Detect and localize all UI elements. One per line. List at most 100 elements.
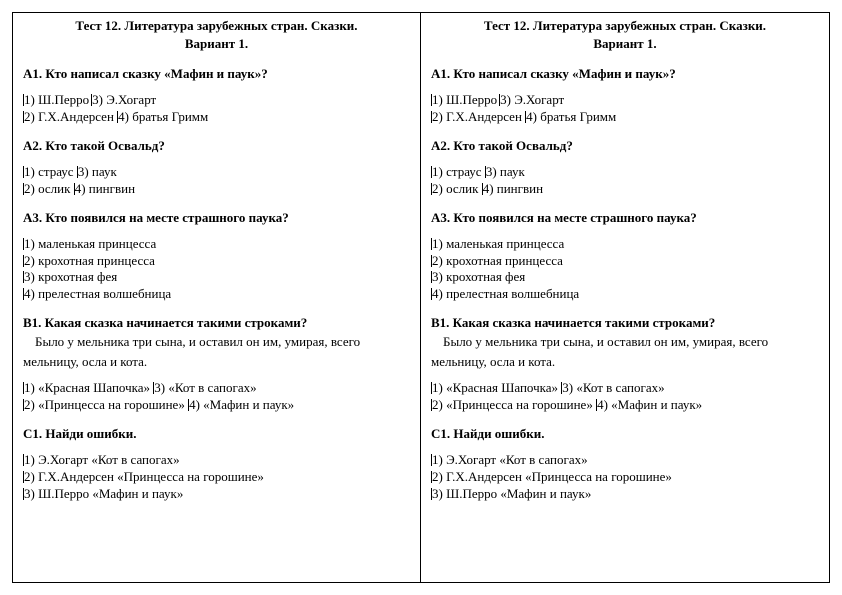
answer: 2) Г.Х.Андерсен «Принцесса на горошине» [24, 469, 264, 484]
answer-row: 3) Ш.Перро «Мафин и паук» [23, 486, 410, 503]
title-line-1: Тест 12. Литература зарубежных стран. Ск… [431, 17, 819, 35]
question-b1-sub2: мельницу, осла и кота. [431, 353, 819, 371]
answer: 4) прелестная волшебница [24, 286, 171, 301]
question-c1-text: С1. Найди ошибки. [431, 426, 819, 442]
title-line-2: Вариант 1. [431, 35, 819, 53]
answer-row: 4) прелестная волшебница [23, 286, 410, 303]
answer-row: 2) крохотная принцесса [23, 253, 410, 270]
answer-row: 4) прелестная волшебница [431, 286, 819, 303]
answer: 1) страус [432, 164, 482, 179]
answer: 3) «Кот в сапогах» [562, 380, 664, 395]
column-left: Тест 12. Литература зарубежных стран. Ск… [13, 13, 421, 582]
answer: 1) маленькая принцесса [432, 236, 564, 251]
question-a2: А2. Кто такой Освальд? 1) страус 3) паук… [23, 138, 410, 198]
answer-row: 2) Г.Х.Андерсен 4) братья Гримм [23, 109, 410, 126]
answer-row: 1) маленькая принцесса [23, 236, 410, 253]
question-a2-answers: 1) страус 3) паук 2) ослик 4) пингвин [431, 164, 819, 198]
question-b1-label: В1. Какая сказка начинается такими строк… [431, 315, 715, 330]
question-a2-text: А2. Кто такой Освальд? [431, 138, 819, 154]
question-a1-answers: 1) Ш.Перро3) Э.Хогарт 2) Г.Х.Андерсен 4)… [23, 92, 410, 126]
question-a1-text: А1. Кто написал сказку «Мафин и паук»? [23, 66, 410, 82]
answer-row: 2) крохотная принцесса [431, 253, 819, 270]
answer-row: 3) крохотная фея [431, 269, 819, 286]
answer: 2) ослик [24, 181, 70, 196]
test-title: Тест 12. Литература зарубежных стран. Ск… [431, 17, 819, 52]
answer: 2) крохотная принцесса [24, 253, 155, 268]
answer: 4) братья Гримм [526, 109, 616, 124]
answer: 3) «Кот в сапогах» [154, 380, 256, 395]
question-a3-text: А3. Кто появился на месте страшного паук… [23, 210, 410, 226]
answer: 4) «Мафин и паук» [189, 397, 294, 412]
answer: 1) Э.Хогарт «Кот в сапогах» [24, 452, 180, 467]
page-container: Тест 12. Литература зарубежных стран. Ск… [12, 12, 830, 583]
answer-row: 1) Ш.Перро3) Э.Хогарт [23, 92, 410, 109]
question-b1-text: В1. Какая сказка начинается такими строк… [23, 315, 410, 370]
answer-row: 3) Ш.Перро «Мафин и паук» [431, 486, 819, 503]
answer-row: 1) Э.Хогарт «Кот в сапогах» [431, 452, 819, 469]
answer: 3) Ш.Перро «Мафин и паук» [432, 486, 591, 501]
answer: 1) «Красная Шапочка» [432, 380, 558, 395]
test-title: Тест 12. Литература зарубежных стран. Ск… [23, 17, 410, 52]
question-a3-text: А3. Кто появился на месте страшного паук… [431, 210, 819, 226]
question-c1-answers: 1) Э.Хогарт «Кот в сапогах» 2) Г.Х.Андер… [23, 452, 410, 503]
answer: 4) братья Гримм [118, 109, 208, 124]
question-b1-label: В1. Какая сказка начинается такими строк… [23, 315, 307, 330]
question-b1-sub1: Было у мельника три сына, и оставил он и… [23, 333, 410, 351]
title-line-1: Тест 12. Литература зарубежных стран. Ск… [23, 17, 410, 35]
answer-row: 2) Г.Х.Андерсен «Принцесса на горошине» [23, 469, 410, 486]
answer-row: 2) ослик 4) пингвин [431, 181, 819, 198]
question-a2: А2. Кто такой Освальд? 1) страус 3) паук… [431, 138, 819, 198]
question-b1-sub2: мельницу, осла и кота. [23, 353, 410, 371]
question-c1-text: С1. Найди ошибки. [23, 426, 410, 442]
answer-row: 2) ослик 4) пингвин [23, 181, 410, 198]
answer-row: 2) «Принцесса на горошине» 4) «Мафин и п… [431, 397, 819, 414]
answer: 4) пингвин [483, 181, 543, 196]
answer-row: 2) Г.Х.Андерсен 4) братья Гримм [431, 109, 819, 126]
answer: 3) крохотная фея [432, 269, 525, 284]
answer-row: 1) Ш.Перро3) Э.Хогарт [431, 92, 819, 109]
question-a3: А3. Кто появился на месте страшного паук… [431, 210, 819, 304]
answer: 3) паук [78, 164, 117, 179]
question-b1-answers: 1) «Красная Шапочка» 3) «Кот в сапогах» … [23, 380, 410, 414]
answer: 2) «Принцесса на горошине» [432, 397, 593, 412]
answer: 2) Г.Х.Андерсен [432, 109, 522, 124]
title-line-2: Вариант 1. [23, 35, 410, 53]
answer: 4) прелестная волшебница [432, 286, 579, 301]
answer: 4) «Мафин и паук» [597, 397, 702, 412]
answer-row: 2) Г.Х.Андерсен «Принцесса на горошине» [431, 469, 819, 486]
answer: 3) Э.Хогарт [92, 92, 156, 107]
answer-row: 1) страус 3) паук [23, 164, 410, 181]
question-a1-text: А1. Кто написал сказку «Мафин и паук»? [431, 66, 819, 82]
answer: 2) «Принцесса на горошине» [24, 397, 185, 412]
answer: 2) Г.Х.Андерсен [24, 109, 114, 124]
question-a3-answers: 1) маленькая принцесса 2) крохотная прин… [23, 236, 410, 304]
answer-row: 1) страус 3) паук [431, 164, 819, 181]
answer-row: 2) «Принцесса на горошине» 4) «Мафин и п… [23, 397, 410, 414]
question-c1-answers: 1) Э.Хогарт «Кот в сапогах» 2) Г.Х.Андер… [431, 452, 819, 503]
question-a1: А1. Кто написал сказку «Мафин и паук»? 1… [431, 66, 819, 126]
question-a3-answers: 1) маленькая принцесса 2) крохотная прин… [431, 236, 819, 304]
question-c1: С1. Найди ошибки. 1) Э.Хогарт «Кот в сап… [23, 426, 410, 503]
question-c1: С1. Найди ошибки. 1) Э.Хогарт «Кот в сап… [431, 426, 819, 503]
question-a2-answers: 1) страус 3) паук 2) ослик 4) пингвин [23, 164, 410, 198]
answer: 3) крохотная фея [24, 269, 117, 284]
answer: 1) «Красная Шапочка» [24, 380, 150, 395]
answer: 1) маленькая принцесса [24, 236, 156, 251]
answer-row: 1) Э.Хогарт «Кот в сапогах» [23, 452, 410, 469]
question-b1-answers: 1) «Красная Шапочка» 3) «Кот в сапогах» … [431, 380, 819, 414]
answer: 1) Ш.Перро [24, 92, 89, 107]
question-a3: А3. Кто появился на месте страшного паук… [23, 210, 410, 304]
answer: 1) страус [24, 164, 74, 179]
question-b1: В1. Какая сказка начинается такими строк… [431, 315, 819, 414]
answer: 1) Ш.Перро [432, 92, 497, 107]
answer: 2) ослик [432, 181, 478, 196]
question-b1-sub1: Было у мельника три сына, и оставил он и… [431, 333, 819, 351]
answer: 3) Ш.Перро «Мафин и паук» [24, 486, 183, 501]
answer: 3) Э.Хогарт [500, 92, 564, 107]
answer: 1) Э.Хогарт «Кот в сапогах» [432, 452, 588, 467]
answer-row: 1) маленькая принцесса [431, 236, 819, 253]
answer-row: 1) «Красная Шапочка» 3) «Кот в сапогах» [23, 380, 410, 397]
answer: 2) крохотная принцесса [432, 253, 563, 268]
answer: 2) Г.Х.Андерсен «Принцесса на горошине» [432, 469, 672, 484]
question-a1-answers: 1) Ш.Перро3) Э.Хогарт 2) Г.Х.Андерсен 4)… [431, 92, 819, 126]
